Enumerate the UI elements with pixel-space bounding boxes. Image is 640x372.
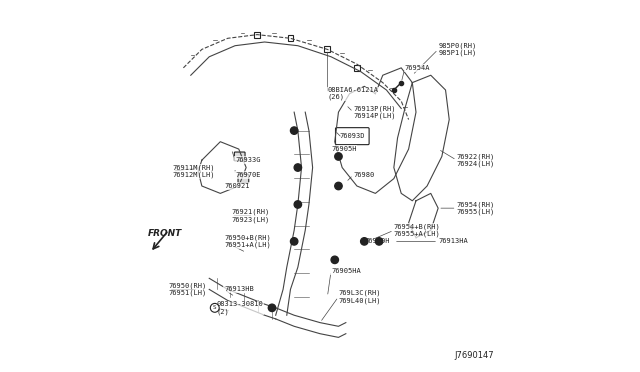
Circle shape xyxy=(360,238,368,245)
Text: 76980: 76980 xyxy=(353,172,374,178)
Text: 76913HB: 76913HB xyxy=(224,286,253,292)
Text: 76950(RH)
76951(LH): 76950(RH) 76951(LH) xyxy=(168,282,207,296)
FancyBboxPatch shape xyxy=(335,128,369,145)
Text: 769L3C(RH)
769L40(LH): 769L3C(RH) 769L40(LH) xyxy=(339,290,381,304)
Circle shape xyxy=(294,201,301,208)
Bar xyxy=(254,32,260,38)
Bar xyxy=(354,65,360,71)
Text: 76922(RH)
76924(LH): 76922(RH) 76924(LH) xyxy=(456,153,495,167)
FancyBboxPatch shape xyxy=(234,152,245,161)
Text: FRONT: FRONT xyxy=(148,230,182,238)
Text: 76093D: 76093D xyxy=(339,133,365,139)
Text: J7690147: J7690147 xyxy=(454,350,493,359)
Circle shape xyxy=(294,164,301,171)
Text: 76913HA: 76913HA xyxy=(438,238,468,244)
Text: 76950+B(RH)
76951+A(LH): 76950+B(RH) 76951+A(LH) xyxy=(224,234,271,248)
Circle shape xyxy=(291,127,298,134)
Text: 76905HA: 76905HA xyxy=(331,268,361,274)
Bar xyxy=(324,46,330,52)
Text: 76954+B(RH)
76955+A(LH): 76954+B(RH) 76955+A(LH) xyxy=(394,223,440,237)
Text: 76910H: 76910H xyxy=(364,238,390,244)
Text: 76954A: 76954A xyxy=(405,65,431,71)
Text: 76905H: 76905H xyxy=(331,146,356,152)
Text: 76933G: 76933G xyxy=(235,157,260,163)
Text: 76911M(RH)
76912M(LH): 76911M(RH) 76912M(LH) xyxy=(172,164,215,178)
Bar xyxy=(287,35,293,41)
Text: 76913P(RH)
76914P(LH): 76913P(RH) 76914P(LH) xyxy=(353,105,396,119)
Text: 08313-30810
(2): 08313-30810 (2) xyxy=(216,301,264,315)
Circle shape xyxy=(291,238,298,245)
Text: 76970E: 76970E xyxy=(235,172,260,178)
Text: 76921(RH)
76923(LH): 76921(RH) 76923(LH) xyxy=(232,209,269,222)
Text: 76954(RH)
76955(LH): 76954(RH) 76955(LH) xyxy=(456,201,495,215)
Circle shape xyxy=(268,304,276,311)
Circle shape xyxy=(335,153,342,160)
Text: 760921: 760921 xyxy=(224,183,250,189)
Text: 08BIA6-6121A
(26): 08BIA6-6121A (26) xyxy=(328,87,378,100)
Circle shape xyxy=(376,238,383,245)
Text: 985P0(RH)
985P1(LH): 985P0(RH) 985P1(LH) xyxy=(438,42,476,57)
FancyBboxPatch shape xyxy=(238,174,249,183)
Text: S: S xyxy=(213,305,216,310)
Circle shape xyxy=(331,256,339,263)
Circle shape xyxy=(335,182,342,190)
